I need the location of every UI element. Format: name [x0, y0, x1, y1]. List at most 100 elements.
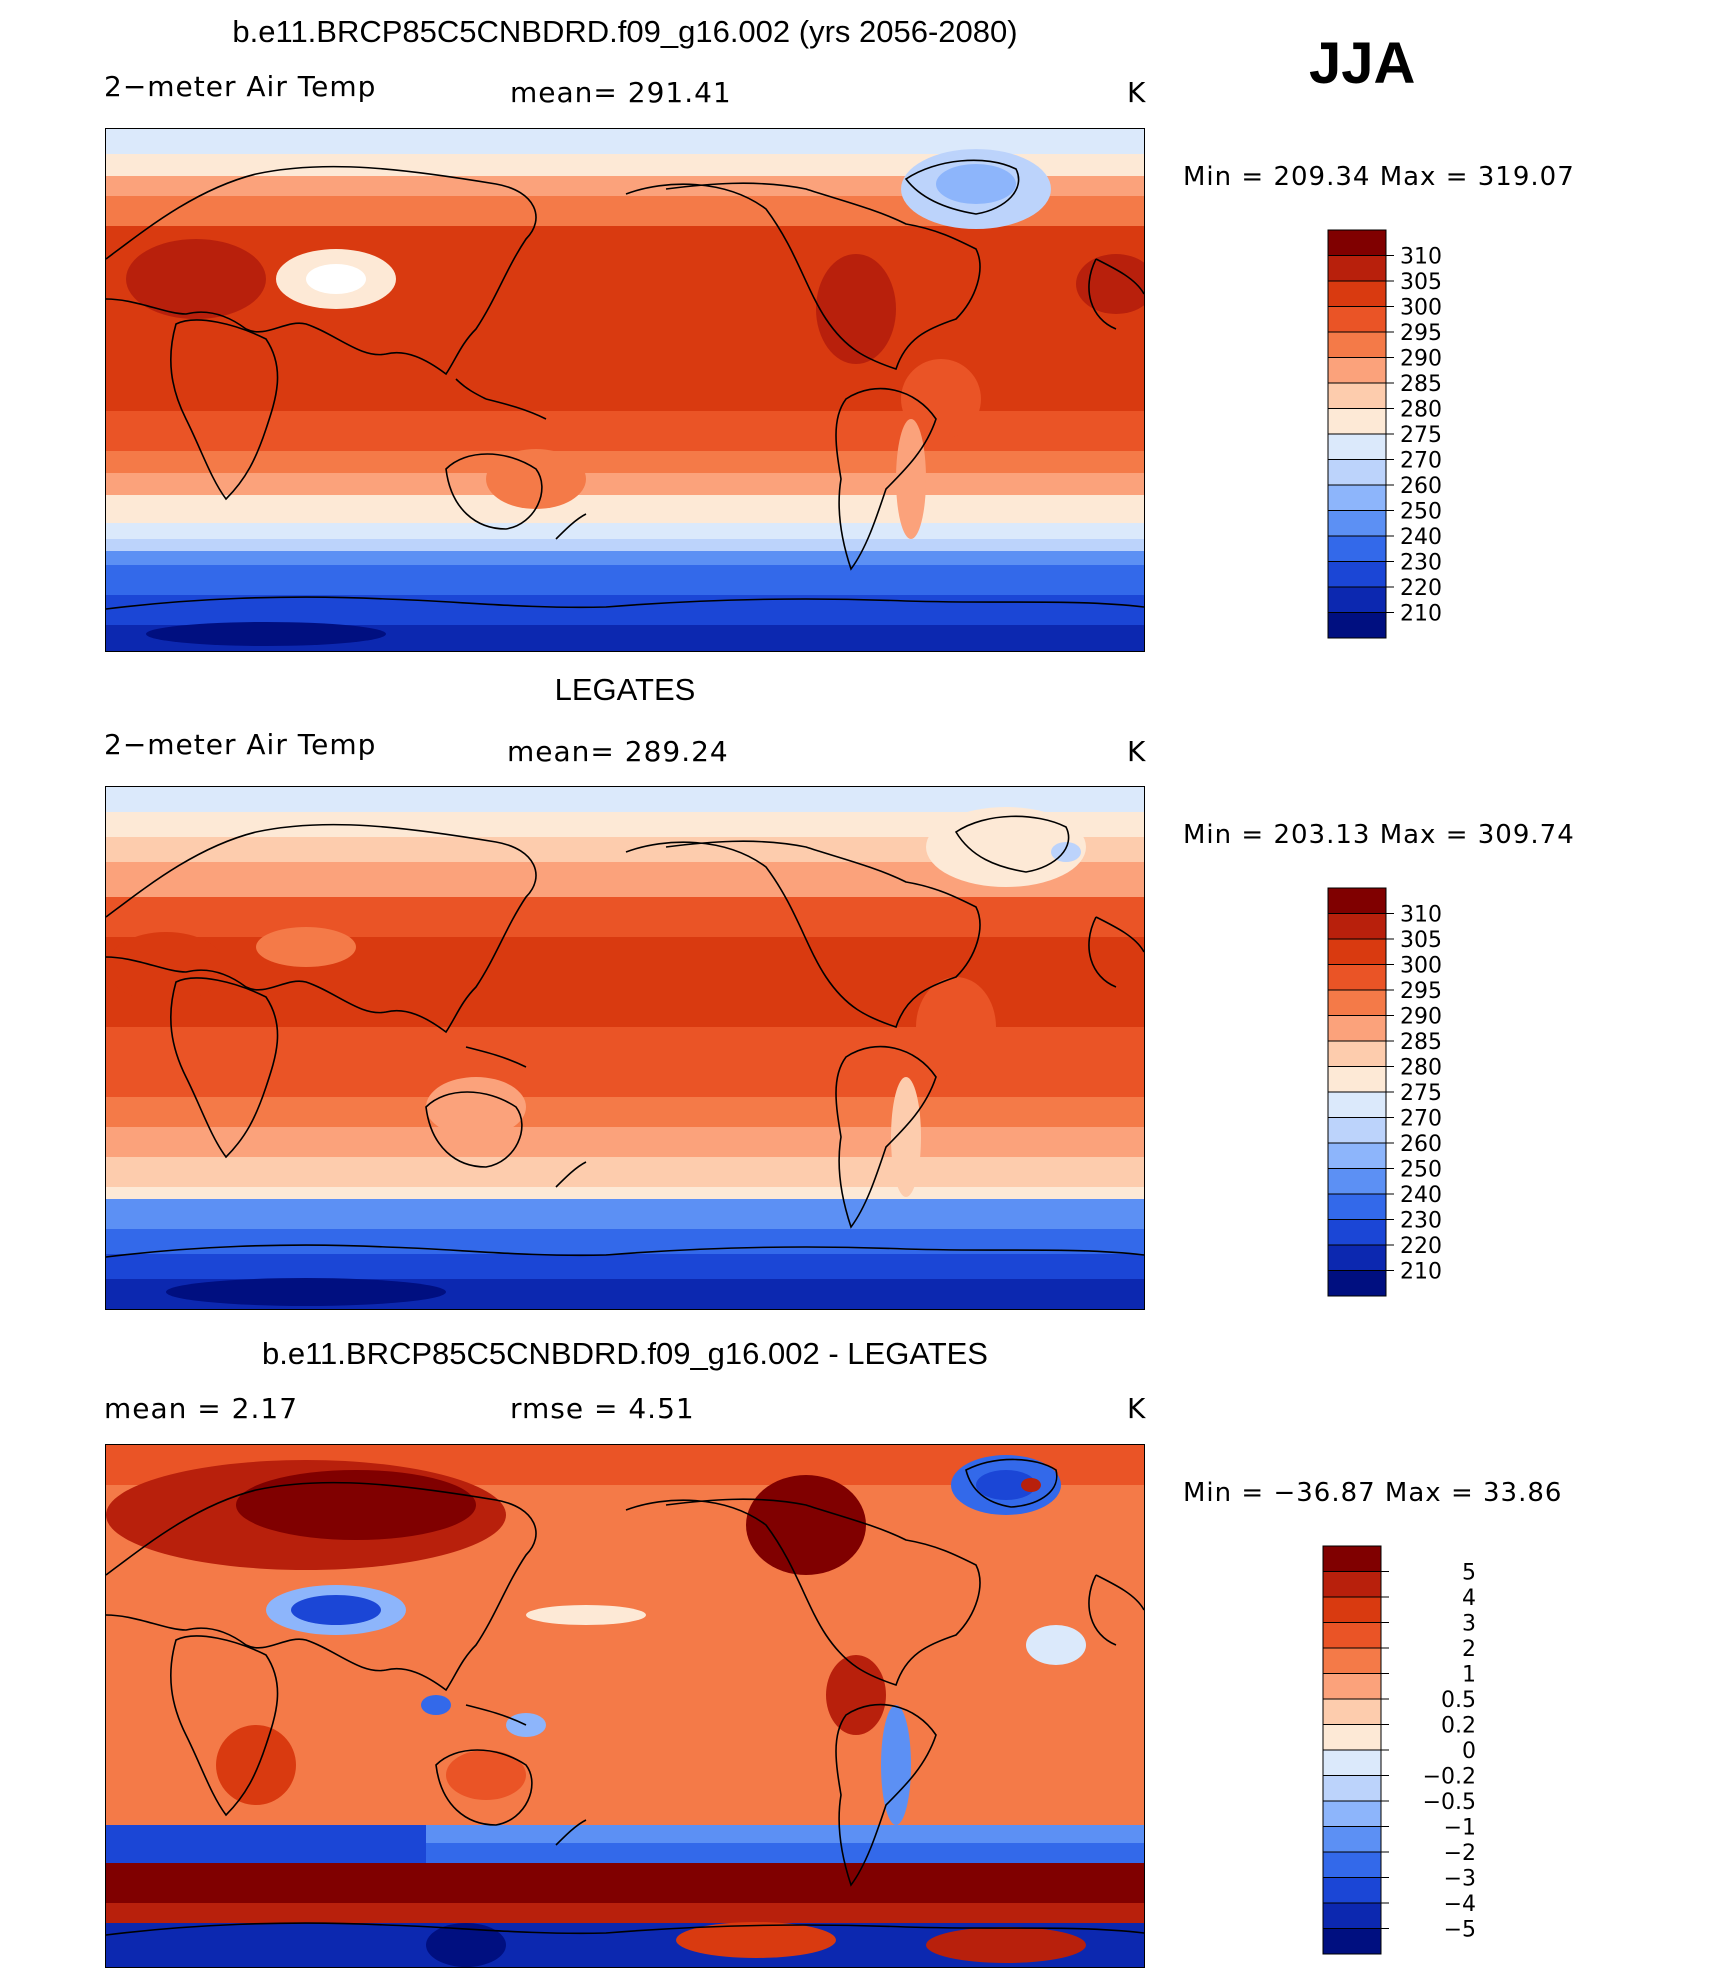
colorbar-1-swatch — [1327, 331, 1387, 358]
colorbar-1-swatch — [1327, 561, 1387, 588]
colorbar-1-label: 285 — [1400, 372, 1442, 397]
colorbar-1-label: 220 — [1400, 576, 1442, 601]
panel-2-variable-label: 2−meter Air Temp — [104, 728, 377, 761]
panel-1-title: b.e11.BRCP85C5CNBDRD.f09_g16.002 (yrs 20… — [232, 14, 1018, 49]
colorbar-2-label: 230 — [1400, 1209, 1442, 1234]
colorbar-2-label: 240 — [1400, 1183, 1442, 1208]
colorbar-3-swatch — [1322, 1596, 1382, 1623]
colorbar-1-label: 305 — [1400, 270, 1442, 295]
colorbar-2-label: 300 — [1400, 954, 1442, 979]
colorbar-3-swatch — [1322, 1724, 1382, 1751]
colorbar-2-swatch — [1327, 1168, 1387, 1195]
colorbar-2-label: 295 — [1400, 979, 1442, 1004]
panel-2-units-label: K — [1127, 735, 1147, 768]
colorbar-2-swatch — [1327, 1219, 1387, 1246]
colorbar-2-swatch — [1327, 989, 1387, 1016]
colorbar-3-label: 3 — [1462, 1612, 1476, 1637]
panel-3-mean-label: mean = 2.17 — [104, 1392, 299, 1425]
colorbar-2-swatch — [1327, 964, 1387, 991]
colorbar-1-swatch — [1327, 484, 1387, 511]
colorbar-1-label: 290 — [1400, 347, 1442, 372]
colorbar-3-swatch — [1322, 1673, 1382, 1700]
colorbar-2-swatch — [1327, 1193, 1387, 1220]
colorbar-2-swatch — [1327, 1066, 1387, 1093]
colorbar-1-label: 230 — [1400, 551, 1442, 576]
colorbar-3-label: −0.2 — [1423, 1765, 1476, 1790]
panel-1-variable-label: 2−meter Air Temp — [104, 70, 377, 103]
panel-3-title: b.e11.BRCP85C5CNBDRD.f09_g16.002 - LEGAT… — [262, 1336, 988, 1371]
colorbar-3-label: −2 — [1444, 1841, 1476, 1866]
colorbar-1-swatch — [1327, 255, 1387, 282]
colorbar-2-label: 260 — [1400, 1132, 1442, 1157]
panel-1-units-label: K — [1127, 76, 1147, 109]
colorbar-2-swatch — [1327, 1117, 1387, 1144]
colorbar-1-swatch — [1327, 229, 1387, 256]
panel-3-min-max: Min = −36.87 Max = 33.86 — [1183, 1478, 1563, 1508]
panel-1-mean-label: mean= 291.41 — [510, 76, 732, 109]
panel-2-mean-label: mean= 289.24 — [507, 735, 729, 768]
colorbar-1-swatch — [1327, 408, 1387, 435]
colorbar-2-swatch — [1327, 1040, 1387, 1067]
colorbar-1-swatch — [1327, 357, 1387, 384]
season-label: JJA — [1309, 31, 1416, 96]
colorbar-3-swatch — [1322, 1877, 1382, 1904]
colorbar-1-label: 295 — [1400, 321, 1442, 346]
colorbar-3-swatch — [1322, 1851, 1382, 1878]
colorbar-2-label: 270 — [1400, 1107, 1442, 1132]
colorbar-3-label: 0.2 — [1441, 1714, 1476, 1739]
colorbar-2-label: 275 — [1400, 1081, 1442, 1106]
colorbar-3-label: −3 — [1444, 1867, 1476, 1892]
colorbar-3-label: 2 — [1462, 1637, 1476, 1662]
colorbar-3-swatch — [1322, 1571, 1382, 1598]
colorbar-3-swatch — [1322, 1698, 1382, 1725]
colorbar-3-swatch — [1322, 1928, 1382, 1955]
colorbar-3-swatch — [1322, 1622, 1382, 1649]
panel-3-colorbar: 5 4 3 2 1 0.5 0.2 0 −0.2 −0.5 −1 −2 −3 −4 −5 — [1322, 1545, 1476, 1966]
colorbar-2-swatch — [1327, 1015, 1387, 1042]
colorbar-1-swatch — [1327, 535, 1387, 562]
colorbar-3-label: −5 — [1444, 1918, 1476, 1943]
colorbar-1-label: 280 — [1400, 398, 1442, 423]
colorbar-1-swatch — [1327, 586, 1387, 613]
colorbar-3-label: −4 — [1444, 1892, 1476, 1917]
panel-1-min-max: Min = 209.34 Max = 319.07 — [1183, 162, 1575, 192]
colorbar-3-label: −0.5 — [1423, 1790, 1476, 1815]
panel-2-min-max: Min = 203.13 Max = 309.74 — [1183, 820, 1575, 850]
colorbar-1-label: 275 — [1400, 423, 1442, 448]
panel-2-colorbar: 310 305 300 295 290 285 280 275 270 260 250 240 230 2… — [1327, 887, 1468, 1298]
panel-3-map — [105, 1444, 1145, 1968]
colorbar-1-label: 260 — [1400, 474, 1442, 499]
colorbar-1-swatch — [1327, 510, 1387, 537]
colorbar-2-label: 220 — [1400, 1234, 1442, 1259]
colorbar-2-swatch — [1327, 1244, 1387, 1271]
colorbar-2-label: 280 — [1400, 1056, 1442, 1081]
colorbar-1-swatch — [1327, 459, 1387, 486]
panel-2-coastlines — [106, 815, 1144, 1258]
colorbar-2-label: 310 — [1400, 903, 1442, 928]
colorbar-3-swatch — [1322, 1647, 1382, 1674]
colorbar-2-label: 250 — [1400, 1158, 1442, 1183]
colorbar-3-swatch — [1322, 1545, 1382, 1572]
colorbar-2-label: 210 — [1400, 1260, 1442, 1285]
colorbar-2-swatch — [1327, 1091, 1387, 1118]
colorbar-1-label: 310 — [1400, 245, 1442, 270]
colorbar-1-swatch — [1327, 280, 1387, 307]
colorbar-3-swatch — [1322, 1749, 1382, 1776]
colorbar-1-swatch — [1327, 382, 1387, 409]
panel-3-rmse-label: rmse = 4.51 — [510, 1392, 695, 1425]
colorbar-1-label: 270 — [1400, 449, 1442, 474]
colorbar-3-swatch — [1322, 1775, 1382, 1802]
colorbar-1-label: 210 — [1400, 602, 1442, 627]
panel-1-coastlines — [106, 159, 1144, 610]
colorbar-3-label: −1 — [1444, 1816, 1476, 1841]
colorbar-2-swatch — [1327, 913, 1387, 940]
colorbar-3-swatch — [1322, 1800, 1382, 1827]
colorbar-3-swatch — [1322, 1902, 1382, 1929]
colorbar-2-swatch — [1327, 1142, 1387, 1169]
colorbar-2-label: 285 — [1400, 1030, 1442, 1055]
colorbar-3-swatch — [1322, 1826, 1382, 1853]
colorbar-1-label: 250 — [1400, 500, 1442, 525]
panel-2-title: LEGATES — [554, 672, 696, 707]
colorbar-1-swatch — [1327, 612, 1387, 639]
colorbar-2-label: 305 — [1400, 928, 1442, 953]
